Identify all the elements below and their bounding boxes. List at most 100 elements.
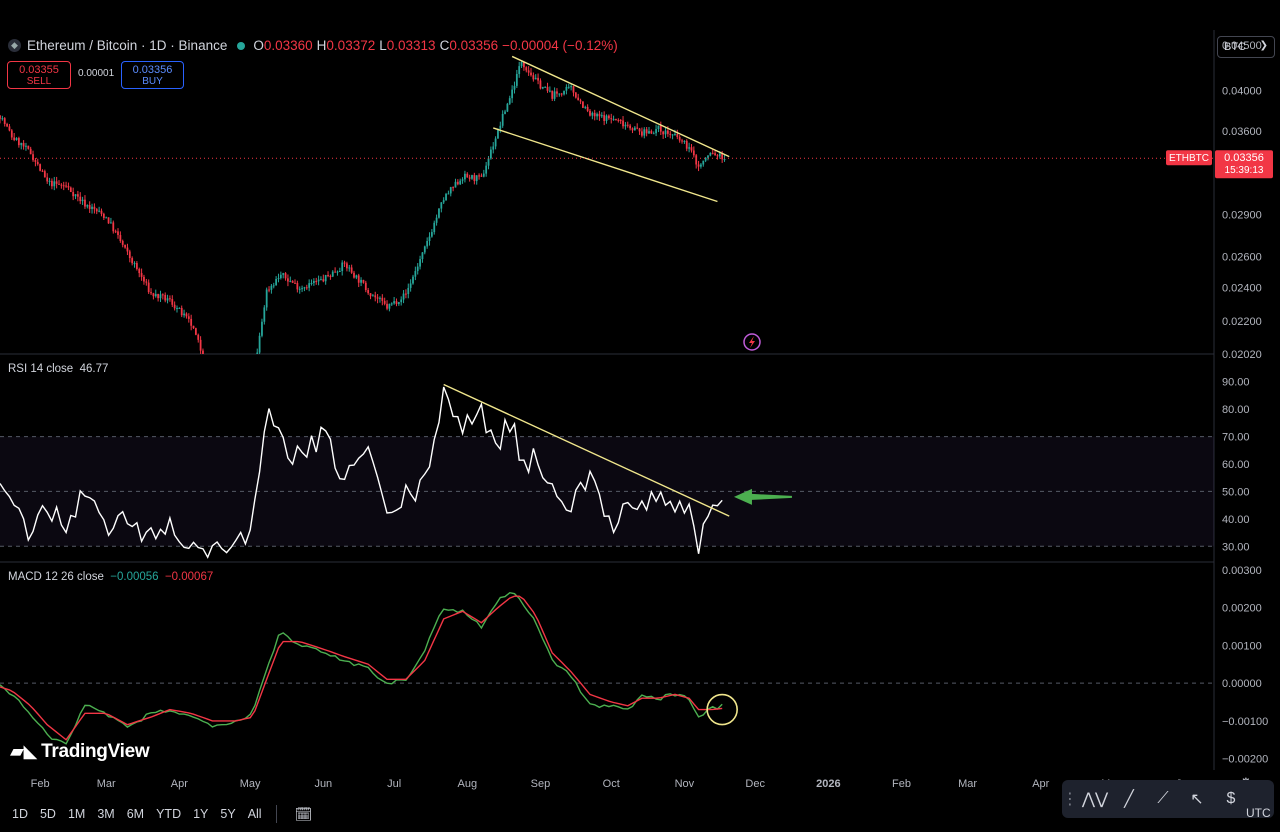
sell-price: 0.03355	[19, 64, 59, 76]
candle-body	[558, 93, 561, 95]
candle-body	[513, 85, 516, 90]
candle-body	[360, 279, 362, 283]
candle-body	[525, 67, 528, 71]
candle-body	[341, 262, 344, 272]
candle-body	[473, 175, 476, 182]
rsi-pane[interactable]	[0, 383, 792, 559]
candle-body	[657, 125, 660, 130]
candle-body	[553, 91, 556, 99]
timeframe-bar: 1D 5D 1M 3M 6M YTD 1Y 5Y All 🗓	[0, 796, 1280, 832]
trend-line-icon[interactable]: ╱	[1124, 791, 1134, 808]
cursor-icon[interactable]: ↖	[1190, 791, 1204, 808]
tf-6m[interactable]: 6M	[126, 807, 145, 821]
pattern-tool-icon[interactable]: ⋀⋁	[1081, 791, 1109, 808]
candle-body	[291, 280, 294, 283]
tf-3m[interactable]: 3M	[97, 807, 115, 821]
candle-body	[468, 177, 471, 179]
candle-body	[718, 153, 721, 157]
candle-body	[499, 125, 502, 129]
signal-line[interactable]	[0, 595, 723, 741]
candle-body	[386, 303, 388, 309]
price-range-icon[interactable]: $	[1226, 790, 1236, 807]
tf-5y[interactable]: 5Y	[220, 807, 236, 821]
candle-body	[520, 61, 523, 67]
candle-body	[301, 288, 303, 290]
candle-body	[572, 86, 575, 93]
candle-body	[1, 118, 4, 120]
candle-body	[617, 119, 620, 121]
macd-legend[interactable]: MACD 12 26 close −0.00056 −0.00067	[8, 571, 213, 583]
ray-tool-icon[interactable]: ⟋	[1157, 790, 1169, 807]
candle-body	[79, 196, 82, 202]
currency-select[interactable]: BTC ❯	[1217, 36, 1275, 58]
candle-body	[154, 294, 157, 297]
candle-body	[551, 90, 554, 99]
timezone-label[interactable]: UTC	[1246, 806, 1271, 820]
rsi-tick-label: 50.00	[1222, 486, 1250, 498]
candle-body	[282, 273, 285, 275]
candle-body	[107, 217, 110, 224]
time-tick-label: Mar	[97, 778, 116, 790]
tradingview-logo[interactable]: ▰◣ TradingView	[10, 741, 150, 763]
tf-ytd[interactable]: YTD	[156, 807, 182, 821]
candle-body	[29, 148, 32, 155]
buy-button[interactable]: 0.03356 BUY	[121, 61, 184, 89]
symbol-tag-text: ETHBTC	[1169, 153, 1209, 164]
macd-pane[interactable]	[0, 591, 1214, 745]
coin-icon: ◆	[8, 39, 21, 52]
candle-body	[357, 275, 360, 283]
drag-handle-icon[interactable]: ⋮	[1062, 791, 1078, 808]
candle-body	[140, 273, 143, 277]
candle-body	[315, 280, 318, 282]
candle-body	[3, 118, 6, 124]
candle-body	[721, 153, 724, 160]
candle-body	[43, 171, 46, 178]
macd-tick-label: 0.00300	[1222, 565, 1262, 577]
candle-body	[322, 279, 325, 282]
candle-body	[202, 350, 204, 354]
candle-body	[711, 152, 714, 154]
time-tick-label: Oct	[603, 778, 620, 790]
sell-button[interactable]: 0.03355 SELL	[7, 61, 71, 89]
candle-body	[197, 334, 200, 340]
candle-body	[641, 131, 643, 136]
macd-legend-signal: −0.00067	[164, 571, 214, 583]
candle-body	[423, 246, 426, 253]
tf-5d[interactable]: 5D	[39, 807, 56, 821]
candle-body	[534, 77, 537, 80]
tf-1d[interactable]: 1D	[12, 807, 28, 821]
rsi-line[interactable]	[0, 386, 723, 559]
candle-body	[105, 217, 108, 219]
candle-body	[631, 128, 634, 131]
time-axis[interactable]: Feb Mar Apr May Jun Jul Aug Sep Oct Nov Dec 2026 Feb…	[31, 778, 1194, 790]
macd-tick-label: −0.00200	[1222, 754, 1268, 766]
candle-body	[67, 185, 70, 188]
candle-body	[492, 146, 495, 150]
macd-line[interactable]	[0, 591, 723, 745]
candle-body	[615, 119, 617, 121]
symbol-title[interactable]: Ethereum / Bitcoin · 1D · Binance	[27, 38, 228, 53]
channel-upper-line[interactable]	[511, 55, 730, 158]
candle-body	[178, 307, 181, 309]
candle-body	[355, 275, 358, 278]
tf-1m[interactable]: 1M	[67, 807, 86, 821]
lightning-icon[interactable]	[743, 333, 761, 351]
candle-body	[459, 180, 462, 185]
tf-1y[interactable]: 1Y	[193, 807, 209, 821]
change-value: −0.00004 (−0.12%)	[502, 38, 618, 53]
candle-body	[55, 181, 58, 184]
price-axis[interactable]: 0.04500 0.04000 0.03600 0.02900 0.02600 0.024…	[1222, 40, 1268, 766]
candle-body	[414, 271, 417, 277]
rsi-legend[interactable]: RSI 14 close 46.77	[8, 363, 108, 375]
rsi-trend-line[interactable]	[443, 383, 730, 517]
price-pane[interactable]	[0, 55, 730, 354]
candle-body	[159, 294, 162, 299]
candle-body	[598, 113, 601, 117]
calendar-icon[interactable]: 🗓	[294, 805, 313, 822]
tf-all[interactable]: All	[247, 807, 262, 821]
macd-tick-label: 0.00200	[1222, 603, 1262, 615]
candle-body	[537, 77, 539, 81]
symbol-tag: ETHBTC	[1166, 150, 1212, 166]
channel-lower-line[interactable]	[493, 127, 718, 203]
